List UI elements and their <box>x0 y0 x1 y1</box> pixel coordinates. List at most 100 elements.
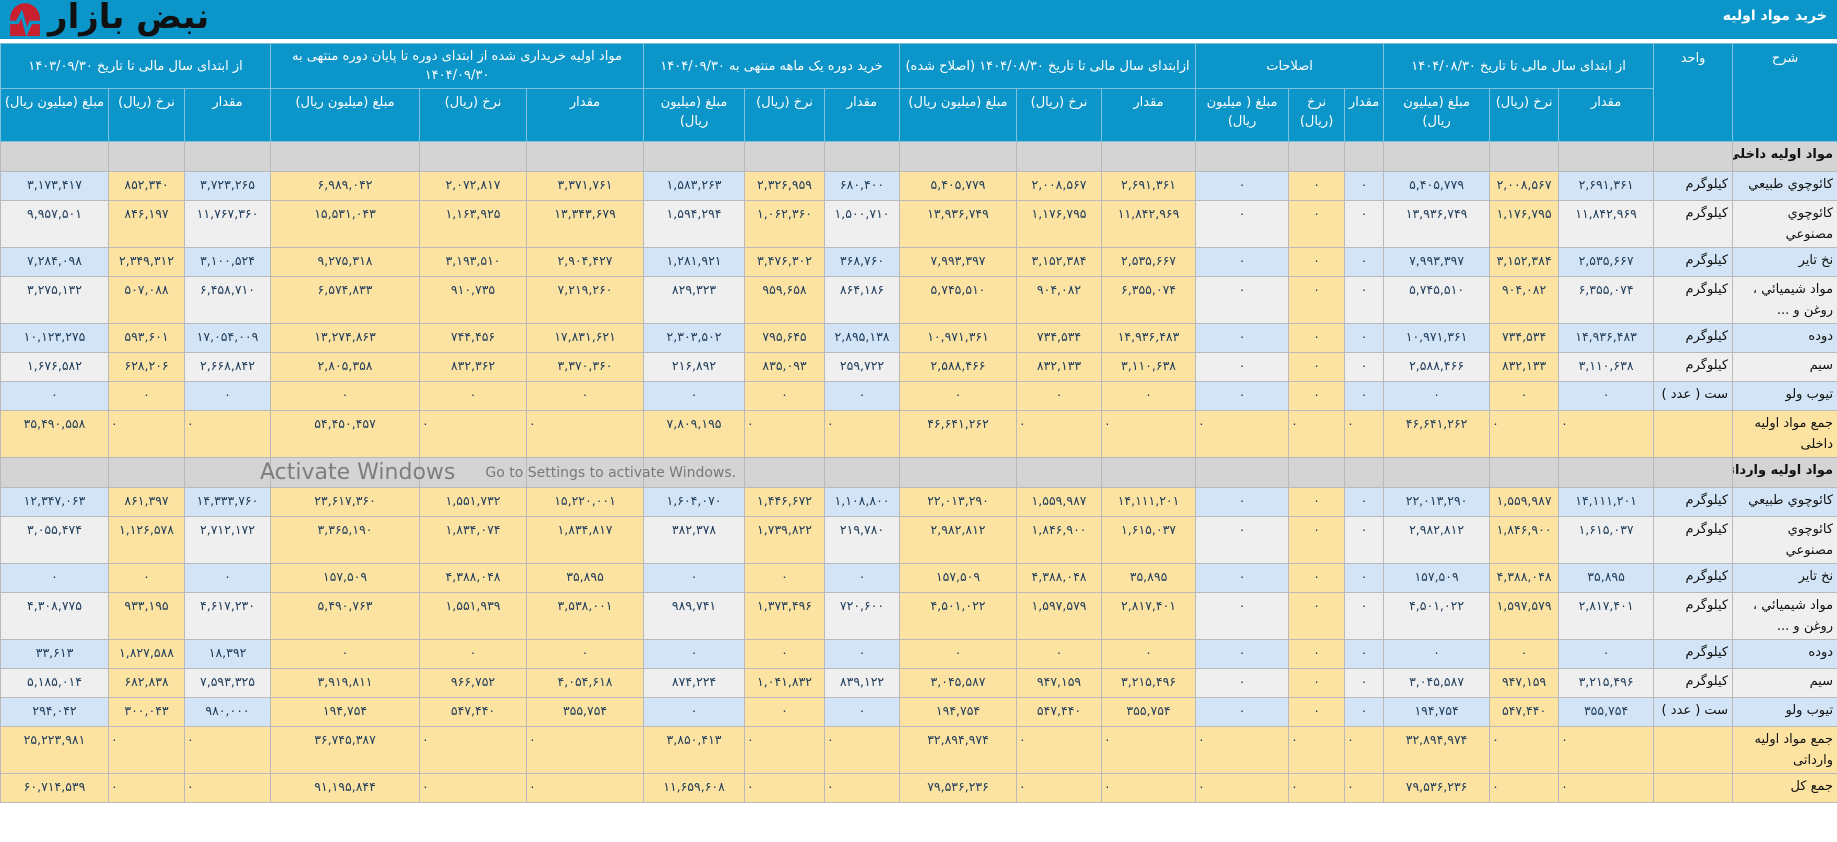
cell-qty: ۱۷,۸۳۱,۶۲۱ <box>526 323 645 353</box>
cell-amount: ۰ <box>1195 276 1290 324</box>
sub-header-amount: مبلغ (میلیون ریال) <box>643 88 746 142</box>
cell-amount: ۳,۳۶۵,۱۹۰ <box>270 516 421 564</box>
cell-qty: ۳۵,۸۹۵ <box>526 563 645 593</box>
sub-header-qty: مقدار <box>824 88 901 142</box>
cell-qty: ۰ <box>526 410 645 458</box>
cell-qty: ۶۸۰,۴۰۰ <box>824 171 901 201</box>
cell-qty: ۳,۱۱۰,۶۳۸ <box>1101 352 1197 382</box>
cell-qty: ۰ <box>526 726 645 774</box>
empty-cell <box>1489 457 1560 488</box>
section-title: مواد اولیه داخلی <box>1732 141 1837 172</box>
cell-amount: ۰ <box>643 381 746 411</box>
cell-qty: ۶,۴۵۸,۷۱۰ <box>184 276 272 324</box>
cell-qty: ۰ <box>824 773 901 803</box>
cell-qty: ۰ <box>824 639 901 669</box>
cell-qty: ۰ <box>184 773 272 803</box>
table-row: مواد شیمیائي ، روغن و ... کیلوگرم ۲,۸۱۷,۴۰… <box>0 592 1837 640</box>
cell-rate: ۹۰۴,۰۸۲ <box>1016 276 1103 324</box>
empty-cell <box>0 141 110 172</box>
cell-rate: ۴,۳۸۸,۰۴۸ <box>1489 563 1560 593</box>
row-description: نخ تایر <box>1732 247 1837 277</box>
empty-cell <box>1344 141 1385 172</box>
cell-amount: ۴,۳۰۸,۷۷۵ <box>0 592 110 640</box>
group-header-ytd-1404-08: از ابتدای سال مالی تا تاریخ ۱۴۰۴/۰۸/۳۰ <box>1383 43 1655 89</box>
empty-cell <box>184 141 272 172</box>
empty-cell <box>108 141 186 172</box>
cell-qty: ۸۳۹,۱۲۲ <box>824 668 901 698</box>
cell-qty: ۰ <box>1344 487 1385 517</box>
section-title: مواد اولیه وارداتی <box>1732 457 1837 488</box>
group-header-period-total: مواد اولیه خریداری شده از ابتدای دوره تا… <box>270 43 645 89</box>
table-row: نخ تایر کیلوگرم ۲,۵۳۵,۶۶۷ ۳,۱۵۲,۳۸۴ ۷,۹۹۳,۳۹… <box>0 247 1837 277</box>
cell-qty: ۰ <box>1344 410 1385 458</box>
cell-amount: ۱,۶۷۶,۵۸۲ <box>0 352 110 382</box>
row-description: مواد شیمیائي ، روغن و ... <box>1732 592 1837 640</box>
sub-header-rate: نرخ (ریال) <box>1016 88 1103 142</box>
cell-rate: ۰ <box>419 639 528 669</box>
row-unit: کیلوگرم <box>1653 247 1734 277</box>
cell-qty: ۲,۶۶۸,۸۴۲ <box>184 352 272 382</box>
cell-amount: ۲۵,۲۲۳,۹۸۱ <box>0 726 110 774</box>
cell-rate: ۰ <box>744 563 826 593</box>
cell-amount: ۶,۵۷۴,۸۳۳ <box>270 276 421 324</box>
cell-qty: ۶,۳۵۵,۰۷۴ <box>1101 276 1197 324</box>
sub-header-rate: نرخ (ریال) <box>1489 88 1560 142</box>
cell-amount: ۰ <box>1195 563 1290 593</box>
empty-cell <box>1101 457 1197 488</box>
cell-qty: ۹۸۰,۰۰۰ <box>184 697 272 727</box>
empty-cell <box>419 141 528 172</box>
cell-qty: ۲,۶۹۱,۳۶۱ <box>1101 171 1197 201</box>
cell-rate: ۰ <box>1288 639 1346 669</box>
cell-qty: ۱,۸۳۴,۸۱۷ <box>526 516 645 564</box>
cell-rate: ۱,۵۹۷,۵۷۹ <box>1489 592 1560 640</box>
row-description: دوده <box>1732 323 1837 353</box>
cell-rate: ۲,۰۰۸,۵۶۷ <box>1489 171 1560 201</box>
cell-amount: ۰ <box>1195 487 1290 517</box>
cell-qty: ۳۵۵,۷۵۴ <box>1101 697 1197 727</box>
table-row: کائوچوي طبيعي کیلوگرم ۲,۶۹۱,۳۶۱ ۲,۰۰۸,۵۶۷ ۵,… <box>0 171 1837 201</box>
row-unit <box>1653 410 1734 458</box>
cell-amount: ۰ <box>1195 171 1290 201</box>
cell-rate: ۰ <box>1288 276 1346 324</box>
cell-rate: ۱,۱۶۳,۹۲۵ <box>419 200 528 248</box>
cell-rate: ۹۰۴,۰۸۲ <box>1489 276 1560 324</box>
cell-rate: ۱,۱۲۶,۵۷۸ <box>108 516 186 564</box>
cell-qty: ۲,۸۱۷,۴۰۱ <box>1558 592 1655 640</box>
cell-rate: ۱,۷۳۹,۸۲۲ <box>744 516 826 564</box>
cell-qty: ۱۴,۱۱۱,۲۰۱ <box>1558 487 1655 517</box>
cell-amount: ۰ <box>1195 200 1290 248</box>
cell-qty: ۳,۳۷۰,۳۶۰ <box>526 352 645 382</box>
cell-qty: ۰ <box>526 773 645 803</box>
table-row: تیوب ولو ست ( عدد ) ۳۵۵,۷۵۴ ۵۴۷,۴۴۰ ۱۹۴,۷۵۴ ۰… <box>0 697 1837 727</box>
cell-rate: ۸۳۲,۳۶۲ <box>419 352 528 382</box>
cell-amount: ۹۱,۱۹۵,۸۴۴ <box>270 773 421 803</box>
cell-qty: ۱۳,۳۴۳,۶۷۹ <box>526 200 645 248</box>
cell-qty: ۰ <box>1101 726 1197 774</box>
cell-amount: ۱۵,۵۳۱,۰۴۳ <box>270 200 421 248</box>
sub-header-amount: مبلغ (میلیون ریال) <box>0 88 110 142</box>
cell-rate: ۰ <box>1016 381 1103 411</box>
cell-qty: ۱۱,۷۶۷,۳۶۰ <box>184 200 272 248</box>
empty-cell <box>643 457 746 488</box>
cell-rate: ۹۶۶,۷۵۲ <box>419 668 528 698</box>
row-unit: کیلوگرم <box>1653 276 1734 324</box>
row-unit <box>1653 773 1734 803</box>
row-description: تیوب ولو <box>1732 697 1837 727</box>
cell-qty: ۰ <box>1344 200 1385 248</box>
cell-amount: ۹,۲۷۵,۳۱۸ <box>270 247 421 277</box>
cell-amount: ۸۷۴,۲۲۴ <box>643 668 746 698</box>
cell-rate: ۰ <box>1489 639 1560 669</box>
row-description: جمع کل <box>1732 773 1837 803</box>
cell-qty: ۰ <box>1344 381 1385 411</box>
cell-rate: ۰ <box>1016 773 1103 803</box>
sub-header-qty: مقدار <box>1344 88 1385 142</box>
cell-rate: ۰ <box>1489 381 1560 411</box>
sub-header-qty: مقدار <box>1558 88 1655 142</box>
cell-amount: ۴۶,۶۴۱,۲۶۲ <box>899 410 1018 458</box>
cell-qty: ۲۱۹,۷۸۰ <box>824 516 901 564</box>
activate-windows-watermark: Activate Windows <box>260 459 456 485</box>
empty-cell <box>643 141 746 172</box>
sub-header-amount: مبلغ (میلیون ریال) <box>270 88 421 142</box>
cell-amount: ۰ <box>899 639 1018 669</box>
cell-amount: ۳۳,۶۱۳ <box>0 639 110 669</box>
